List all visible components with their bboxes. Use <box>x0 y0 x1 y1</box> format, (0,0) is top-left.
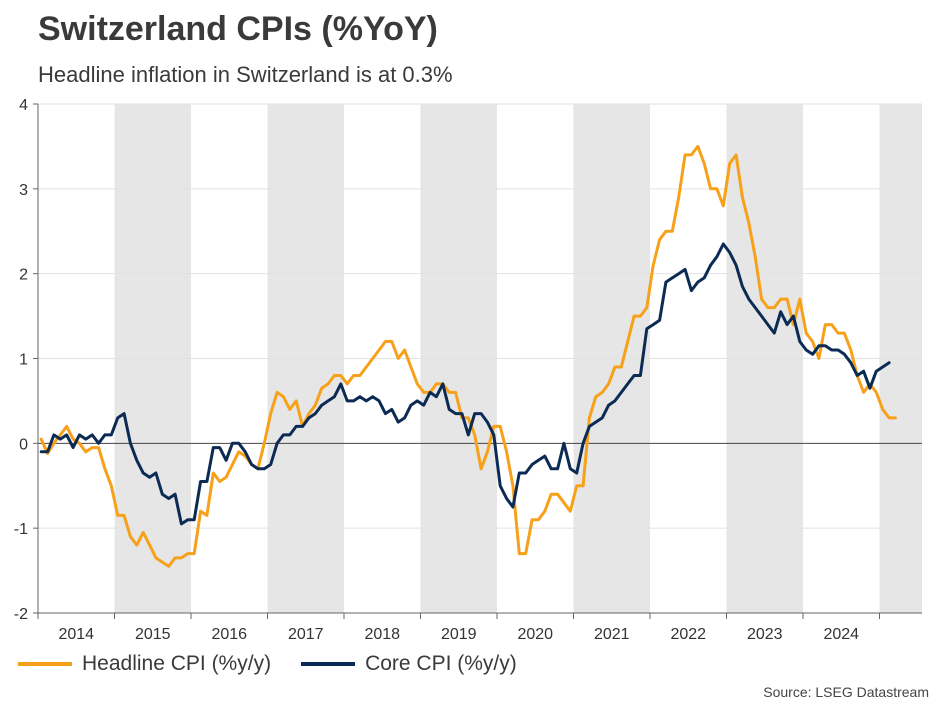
x-tick-label-2018: 2018 <box>364 626 400 643</box>
x-tick-label-2015: 2015 <box>135 626 171 643</box>
x-tick-label-2014: 2014 <box>58 626 94 643</box>
x-tick-label-2019: 2019 <box>441 626 477 643</box>
legend-swatch-core <box>301 662 356 666</box>
legend-swatch-headline <box>18 662 72 666</box>
series-layer <box>39 144 897 568</box>
legend-item-headline: Headline CPI (%y/y) <box>18 652 271 676</box>
x-tick-label-2023: 2023 <box>747 626 783 643</box>
chart-title: Switzerland CPIs (%YoY) <box>38 10 438 48</box>
x-tick-label-2022: 2022 <box>670 626 706 643</box>
y-tick-label: 0 <box>19 436 28 453</box>
legend-label-headline: Headline CPI (%y/y) <box>82 652 272 675</box>
y-tick-label: -1 <box>14 521 28 538</box>
source-note: Source: LSEG Datastream <box>763 684 929 700</box>
legend-item-core: Core CPI (%y/y) <box>301 652 517 676</box>
legend: Headline CPI (%y/y) Core CPI (%y/y) <box>18 652 547 676</box>
y-tick-label: 4 <box>19 97 28 114</box>
series-line-headline <box>39 144 897 568</box>
y-tick-label: 2 <box>19 267 28 284</box>
chart-subtitle: Headline inflation in Switzerland is at … <box>38 62 453 87</box>
y-tick-label: -2 <box>14 606 28 623</box>
axes: 4 3 2 1 0 -1 -2 2014 2015 2016 2017 2018 2019 2020 202… <box>14 97 922 643</box>
x-tick-label-2020: 2020 <box>517 626 553 643</box>
x-tick-label-2024: 2024 <box>823 626 859 643</box>
x-tick-label-2017: 2017 <box>288 626 324 643</box>
x-tick-label-2016: 2016 <box>211 626 247 643</box>
series-line-core <box>39 242 891 526</box>
y-tick-label: 3 <box>19 182 28 199</box>
x-tick-label-2021: 2021 <box>594 626 630 643</box>
legend-label-core: Core CPI (%y/y) <box>365 652 517 675</box>
y-tick-label: 1 <box>19 352 28 369</box>
